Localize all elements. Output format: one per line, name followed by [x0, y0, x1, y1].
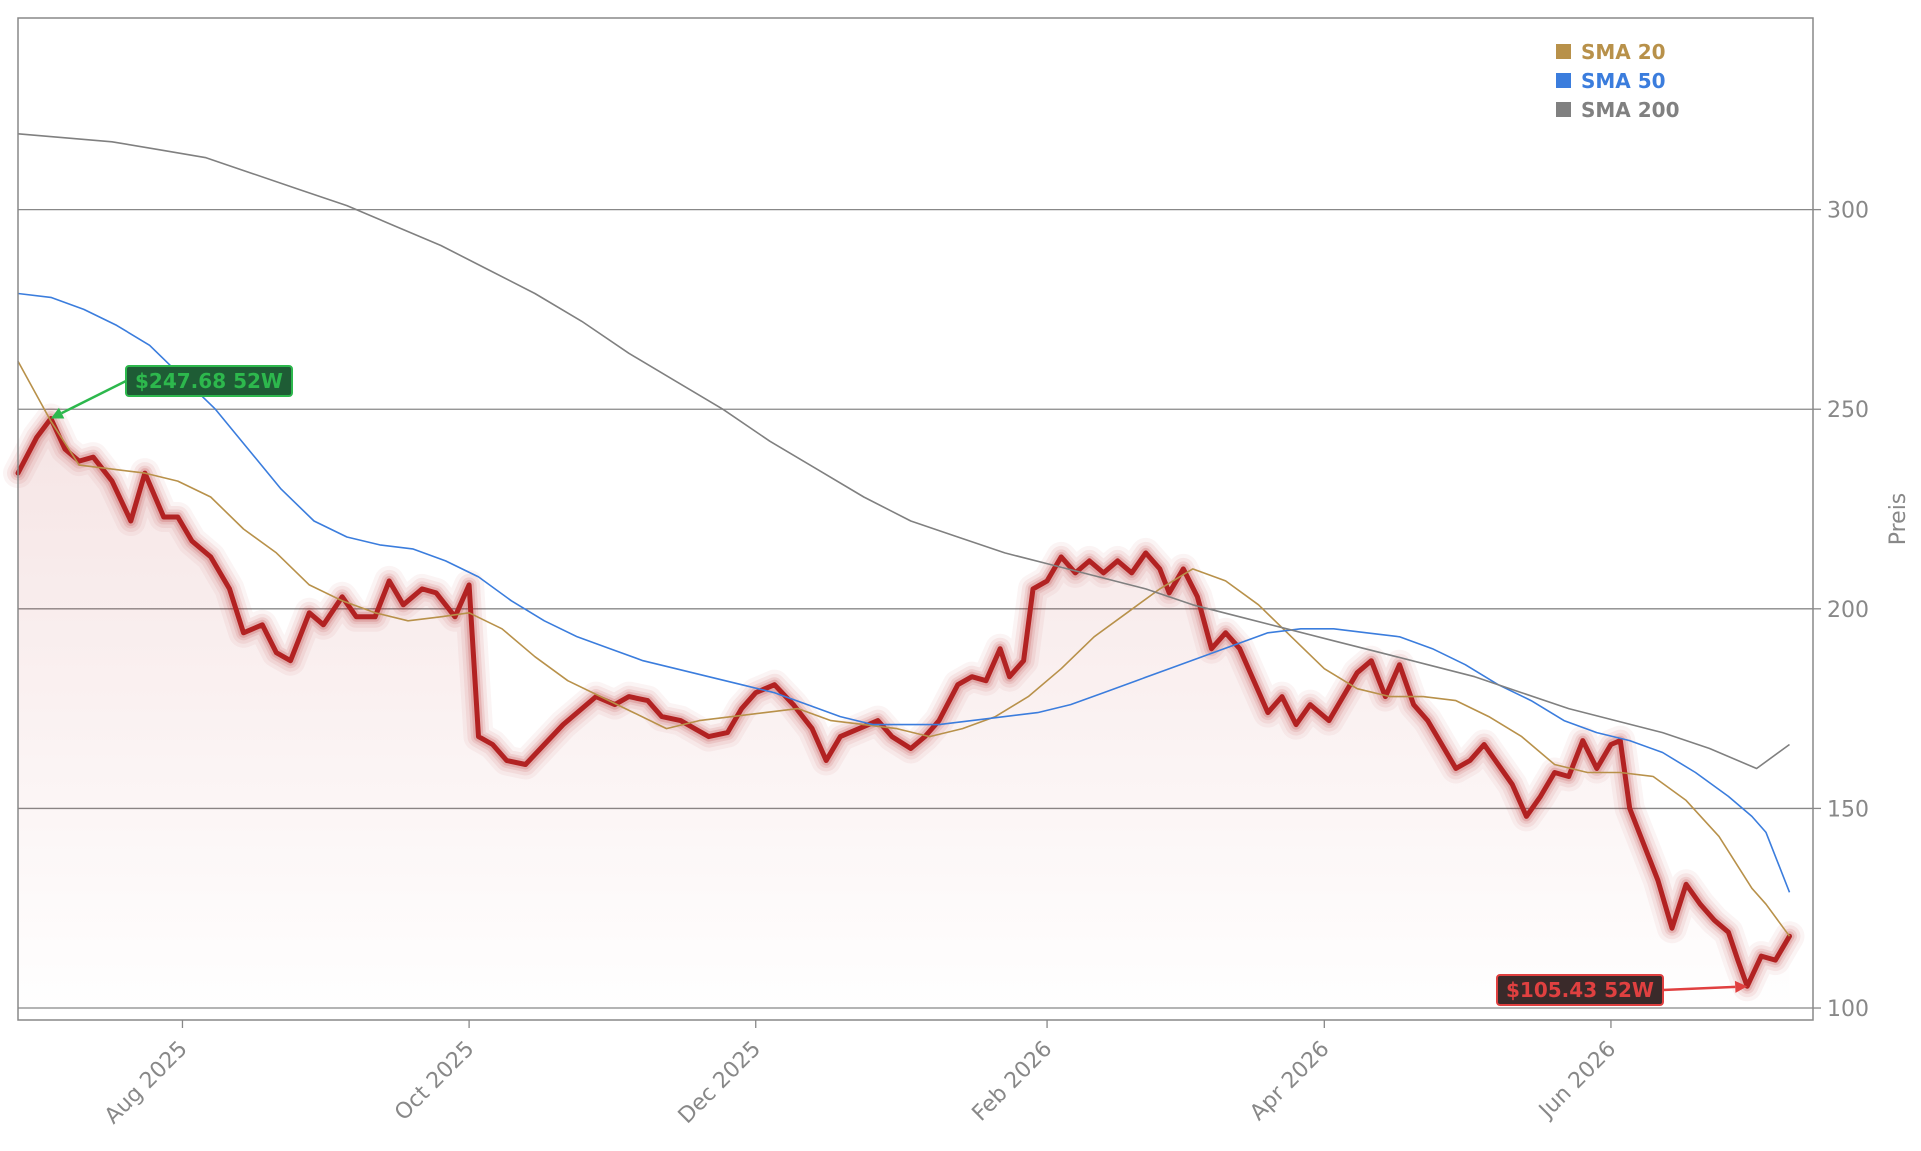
x-tick-label: Oct 2025	[390, 1037, 479, 1126]
y-tick-label: 250	[1827, 398, 1869, 423]
price-area	[18, 418, 1790, 1020]
legend-swatch	[1556, 73, 1571, 88]
annotation-arrow-low	[1662, 985, 1736, 992]
annotations: $247.68 52W $105.43 52W	[50, 365, 1748, 1006]
sma-200-line	[17, 133, 1790, 770]
annotation-label-high: $247.68 52W	[135, 369, 283, 393]
legend-entry: SMA 50	[1581, 69, 1666, 93]
legend-entry: SMA 20	[1581, 40, 1666, 64]
x-tick-label: Apr 2026	[1245, 1037, 1334, 1126]
sma-50-line	[17, 292, 1791, 893]
price-line	[15, 416, 1792, 989]
legend-swatch	[1556, 102, 1571, 117]
x-tick-label: Dec 2025	[674, 1037, 766, 1129]
y-tick-label: 300	[1827, 199, 1869, 224]
y-tick-label: 150	[1827, 797, 1869, 822]
annotation-arrowhead-low	[1734, 980, 1748, 993]
sma-20-line	[17, 360, 1791, 937]
legend: SMA 20 SMA 50 SMA 200	[1556, 40, 1680, 122]
legend-swatch	[1556, 44, 1571, 59]
annotation-arrowhead-high	[50, 407, 65, 419]
annotation-arrow-high	[61, 379, 127, 415]
x-tick-label: Feb 2026	[968, 1037, 1058, 1127]
annotation-label-low: $105.43 52W	[1506, 978, 1654, 1002]
annotation-box-low	[1496, 974, 1664, 1006]
plot-frame	[17, 17, 1814, 1021]
y-axis-label: Preis	[1886, 493, 1911, 546]
y-tick-label: 100	[1827, 997, 1869, 1022]
price-area-fill	[18, 418, 1790, 1020]
annotation-box-high	[125, 365, 293, 397]
series-lines	[3, 133, 1805, 1002]
x-tick-label: Jun 2026	[1533, 1037, 1621, 1125]
y-tick-label: 200	[1827, 598, 1869, 623]
x-tick-label: Aug 2025	[100, 1037, 193, 1130]
legend-entry: SMA 200	[1581, 98, 1680, 122]
